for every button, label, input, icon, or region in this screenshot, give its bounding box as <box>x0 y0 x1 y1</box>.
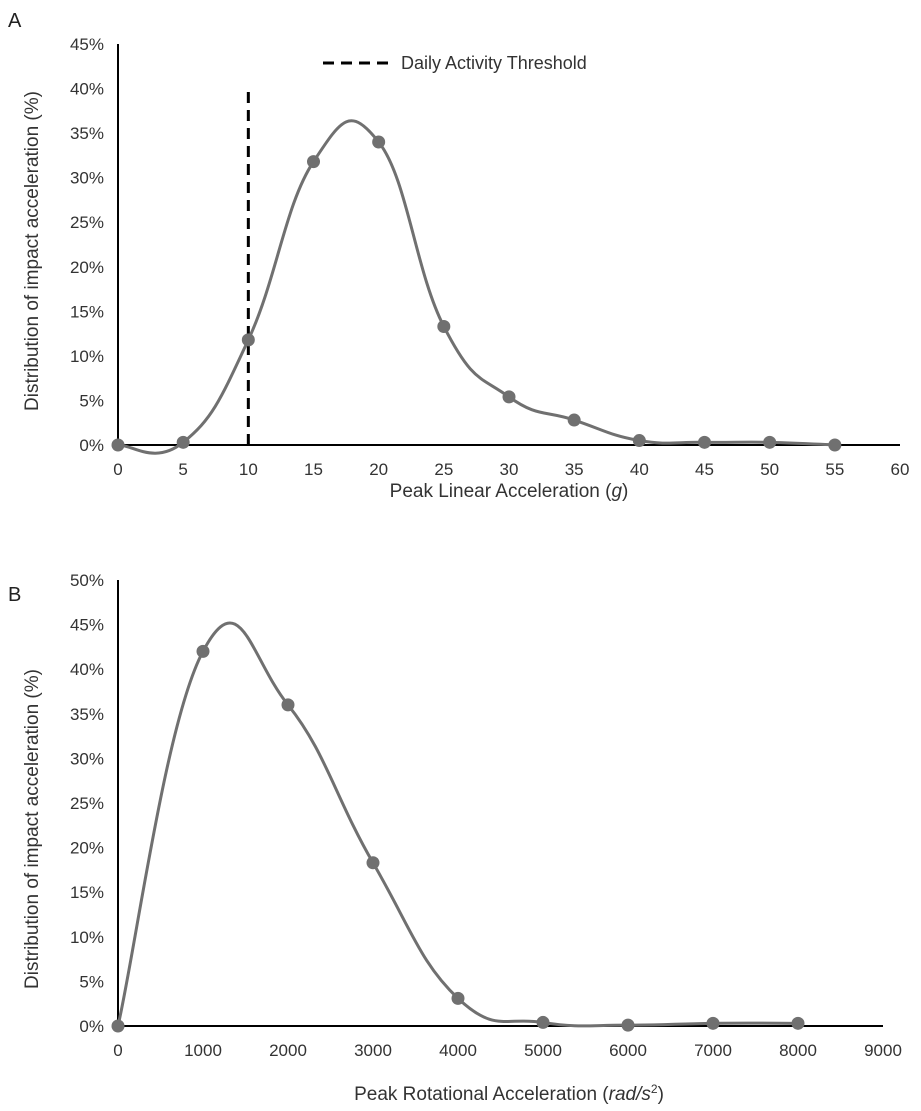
x-tick-label-b: 4000 <box>439 1041 477 1060</box>
legend-a: Daily Activity Threshold <box>323 53 587 73</box>
data-point-a <box>502 390 516 404</box>
x-axis-label-a-unit: g <box>611 481 622 502</box>
x-tick-label-b: 5000 <box>524 1041 562 1060</box>
x-tick-label-a: 60 <box>891 460 910 479</box>
y-tick-label-a: 20% <box>70 258 104 277</box>
x-axis-label-b: Peak Rotational Acceleration (rad/s2) <box>354 1082 664 1105</box>
x-tick-label-b: 6000 <box>609 1041 647 1060</box>
data-point-b <box>281 698 295 712</box>
data-point-a <box>111 438 125 452</box>
y-tick-label-b: 5% <box>79 972 104 991</box>
y-tick-label-b: 20% <box>70 839 104 858</box>
y-tick-label-a: 40% <box>70 80 104 99</box>
data-point-a <box>437 319 451 333</box>
data-point-a <box>372 135 386 149</box>
y-tick-label-b: 50% <box>70 571 104 590</box>
x-tick-label-b: 0 <box>113 1041 122 1060</box>
series-line-a <box>117 119 835 455</box>
y-tick-label-a: 45% <box>70 35 104 54</box>
y-tick-label-a: 25% <box>70 213 104 232</box>
x-tick-label-a: 55 <box>825 460 844 479</box>
data-point-a <box>307 155 320 169</box>
y-tick-label-b: 15% <box>70 883 104 902</box>
x-tick-label-a: 45 <box>695 460 714 479</box>
data-point-b <box>706 1016 720 1030</box>
x-tick-label-a: 20 <box>369 460 388 479</box>
data-point-a <box>241 333 255 347</box>
x-axis-label-b-unit: rad/s <box>609 1084 652 1105</box>
x-tick-label-b: 9000 <box>864 1041 902 1060</box>
x-tick-label-a: 5 <box>178 460 187 479</box>
y-tick-label-a: 30% <box>70 169 104 188</box>
y-tick-label-a: 0% <box>79 436 104 455</box>
y-tick-label-b: 25% <box>70 794 104 813</box>
x-tick-label-a: 0 <box>113 460 122 479</box>
x-tick-label-b: 7000 <box>694 1041 732 1060</box>
data-point-a <box>828 438 842 452</box>
data-point-b <box>196 644 210 658</box>
x-tick-label-b: 2000 <box>269 1041 307 1060</box>
panel-label-a: A <box>8 10 22 32</box>
chart-a: A Distribution of impact acceleration (%… <box>8 10 909 502</box>
x-axis-label-b-sup: 2 <box>651 1082 658 1096</box>
x-axis-label-a-text: Peak Linear Acceleration <box>390 481 600 502</box>
data-point-a <box>567 413 581 427</box>
y-tick-label-b: 35% <box>70 705 104 724</box>
legend-label-threshold: Daily Activity Threshold <box>401 53 587 73</box>
y-tick-label-b: 45% <box>70 616 104 635</box>
y-tick-label-b: 0% <box>79 1017 104 1036</box>
x-tick-label-a: 40 <box>630 460 649 479</box>
data-point-b <box>451 991 465 1005</box>
y-tick-label-b: 30% <box>70 749 104 768</box>
x-tick-label-b: 1000 <box>184 1041 222 1060</box>
x-tick-label-a: 30 <box>500 460 519 479</box>
x-tick-label-a: 15 <box>304 460 323 479</box>
data-point-a <box>176 435 190 449</box>
y-tick-label-b: 40% <box>70 660 104 679</box>
panel-label-b: B <box>8 584 21 606</box>
data-point-b <box>111 1019 125 1033</box>
x-tick-label-a: 50 <box>760 460 779 479</box>
y-tick-label-b: 10% <box>70 928 104 947</box>
data-point-a <box>632 434 646 448</box>
data-point-b <box>536 1015 550 1029</box>
x-tick-label-b: 8000 <box>779 1041 817 1060</box>
y-axis-label-a: Distribution of impact acceleration (%) <box>22 91 43 411</box>
x-axis-label-b-text: Peak Rotational Acceleration <box>354 1084 597 1105</box>
series-line-b <box>116 621 799 1028</box>
y-axis-label-b: Distribution of impact acceleration (%) <box>22 669 43 989</box>
x-tick-label-b: 3000 <box>354 1041 392 1060</box>
y-tick-label-a: 35% <box>70 124 104 143</box>
y-tick-label-a: 15% <box>70 302 104 321</box>
data-point-a <box>763 435 777 449</box>
data-point-b <box>366 856 380 870</box>
chart-b: B Distribution of impact acceleration (%… <box>8 571 902 1105</box>
x-tick-label-a: 10 <box>239 460 258 479</box>
data-point-b <box>621 1018 635 1032</box>
x-tick-label-a: 25 <box>434 460 453 479</box>
y-tick-label-a: 5% <box>79 391 104 410</box>
x-axis-label-a: Peak Linear Acceleration (g) <box>390 481 629 502</box>
y-tick-label-a: 10% <box>70 347 104 366</box>
data-point-a <box>698 435 711 449</box>
x-tick-label-a: 35 <box>565 460 584 479</box>
data-point-b <box>791 1016 805 1030</box>
